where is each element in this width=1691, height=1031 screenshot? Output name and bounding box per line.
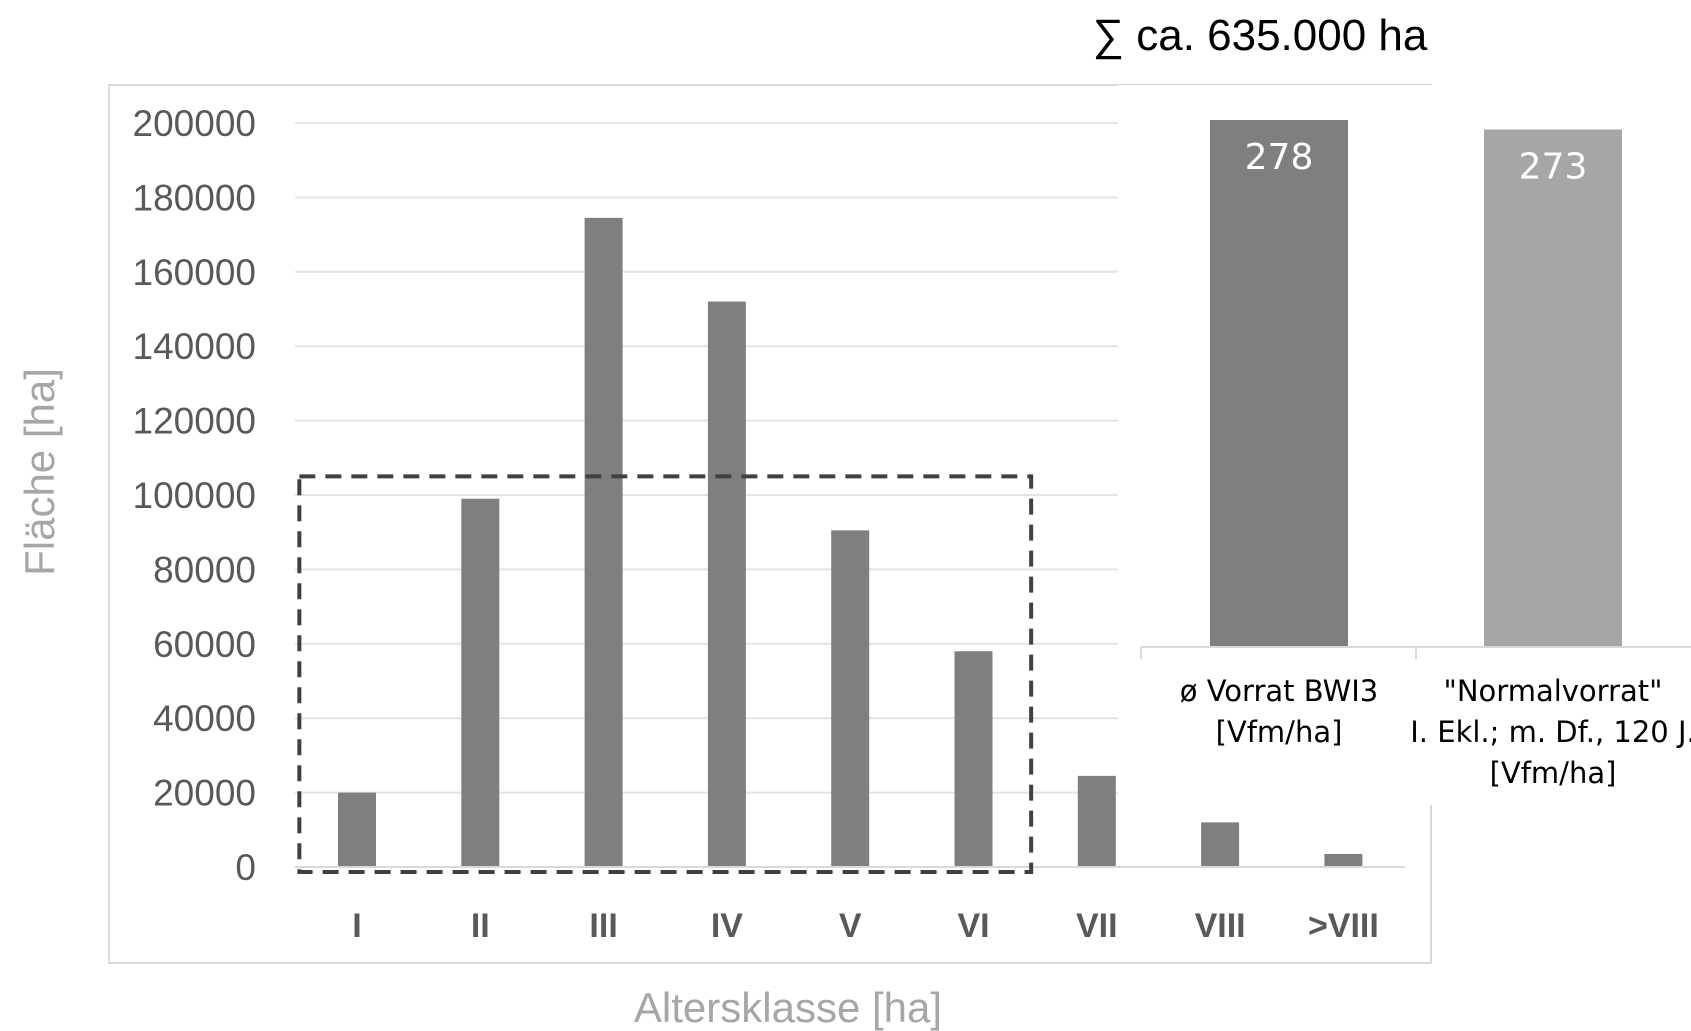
y-tick-label: 100000: [133, 475, 256, 516]
main-y-tick-labels: 0 20000 40000 60000 80000 100000 120000 140000 1…: [133, 103, 256, 888]
x-tick-label: I: [352, 907, 361, 945]
inset-category-label-line: I. Ekl.; m. Df., 120 J.: [1410, 715, 1691, 749]
y-tick-label: 80000: [153, 549, 256, 590]
x-tick-label: V: [839, 907, 862, 945]
inset-title: ∑ ca. 635.000 ha: [1093, 11, 1428, 60]
y-tick-label: 140000: [133, 326, 256, 367]
highlight-box: [297, 474, 1034, 874]
inset-category-label-line: "Normalvorrat": [1444, 674, 1663, 708]
x-tick-label: >VIII: [1308, 907, 1379, 945]
bar-II: [461, 498, 500, 867]
inset-category-label-line: [Vfm/ha]: [1216, 715, 1343, 749]
main-bars: [338, 217, 1363, 868]
inset-category-labels: ø Vorrat BWI3 [Vfm/ha] "Normalvorrat" I. Ek…: [1180, 674, 1691, 790]
y-tick-label: 160000: [133, 252, 256, 293]
bar-I: [338, 792, 376, 867]
inset-data-label: 273: [1519, 146, 1588, 187]
y-tick-label: 20000: [153, 773, 256, 814]
inset-bar-1: [1210, 120, 1348, 647]
x-axis-title: Altersklasse [ha]: [634, 984, 942, 1031]
bar-III: [584, 217, 623, 868]
inset-bar-2: [1484, 129, 1622, 648]
bar-VI: [954, 651, 993, 867]
y-tick-label: 180000: [133, 177, 256, 218]
x-tick-label: III: [589, 907, 617, 945]
x-tick-label: VI: [957, 907, 989, 945]
y-tick-label: 0: [235, 847, 256, 888]
x-tick-label: IV: [711, 907, 743, 945]
bar-V: [831, 530, 870, 867]
x-tick-label: VIII: [1195, 907, 1246, 945]
main-x-tick-labels: I II III IV V VI VII VIII >VIII: [352, 907, 1379, 945]
inset-category-label-line: ø Vorrat BWI3: [1180, 674, 1379, 708]
bar-VII: [1077, 775, 1116, 867]
bar-IV: [707, 301, 746, 867]
bar->VIII: [1324, 853, 1363, 867]
inset-bars: 278 273: [1210, 120, 1622, 648]
x-tick-label: VII: [1076, 907, 1118, 945]
inset-data-label: 278: [1245, 137, 1314, 178]
x-tick-label: II: [471, 907, 490, 945]
y-axis-title: Fläche [ha]: [16, 368, 63, 576]
y-tick-label: 200000: [133, 103, 256, 144]
y-tick-label: 60000: [153, 624, 256, 665]
y-tick-label: 120000: [133, 401, 256, 442]
inset-category-label-line: [Vfm/ha]: [1490, 756, 1617, 790]
bar-VIII: [1201, 822, 1240, 867]
y-tick-label: 40000: [153, 698, 256, 739]
